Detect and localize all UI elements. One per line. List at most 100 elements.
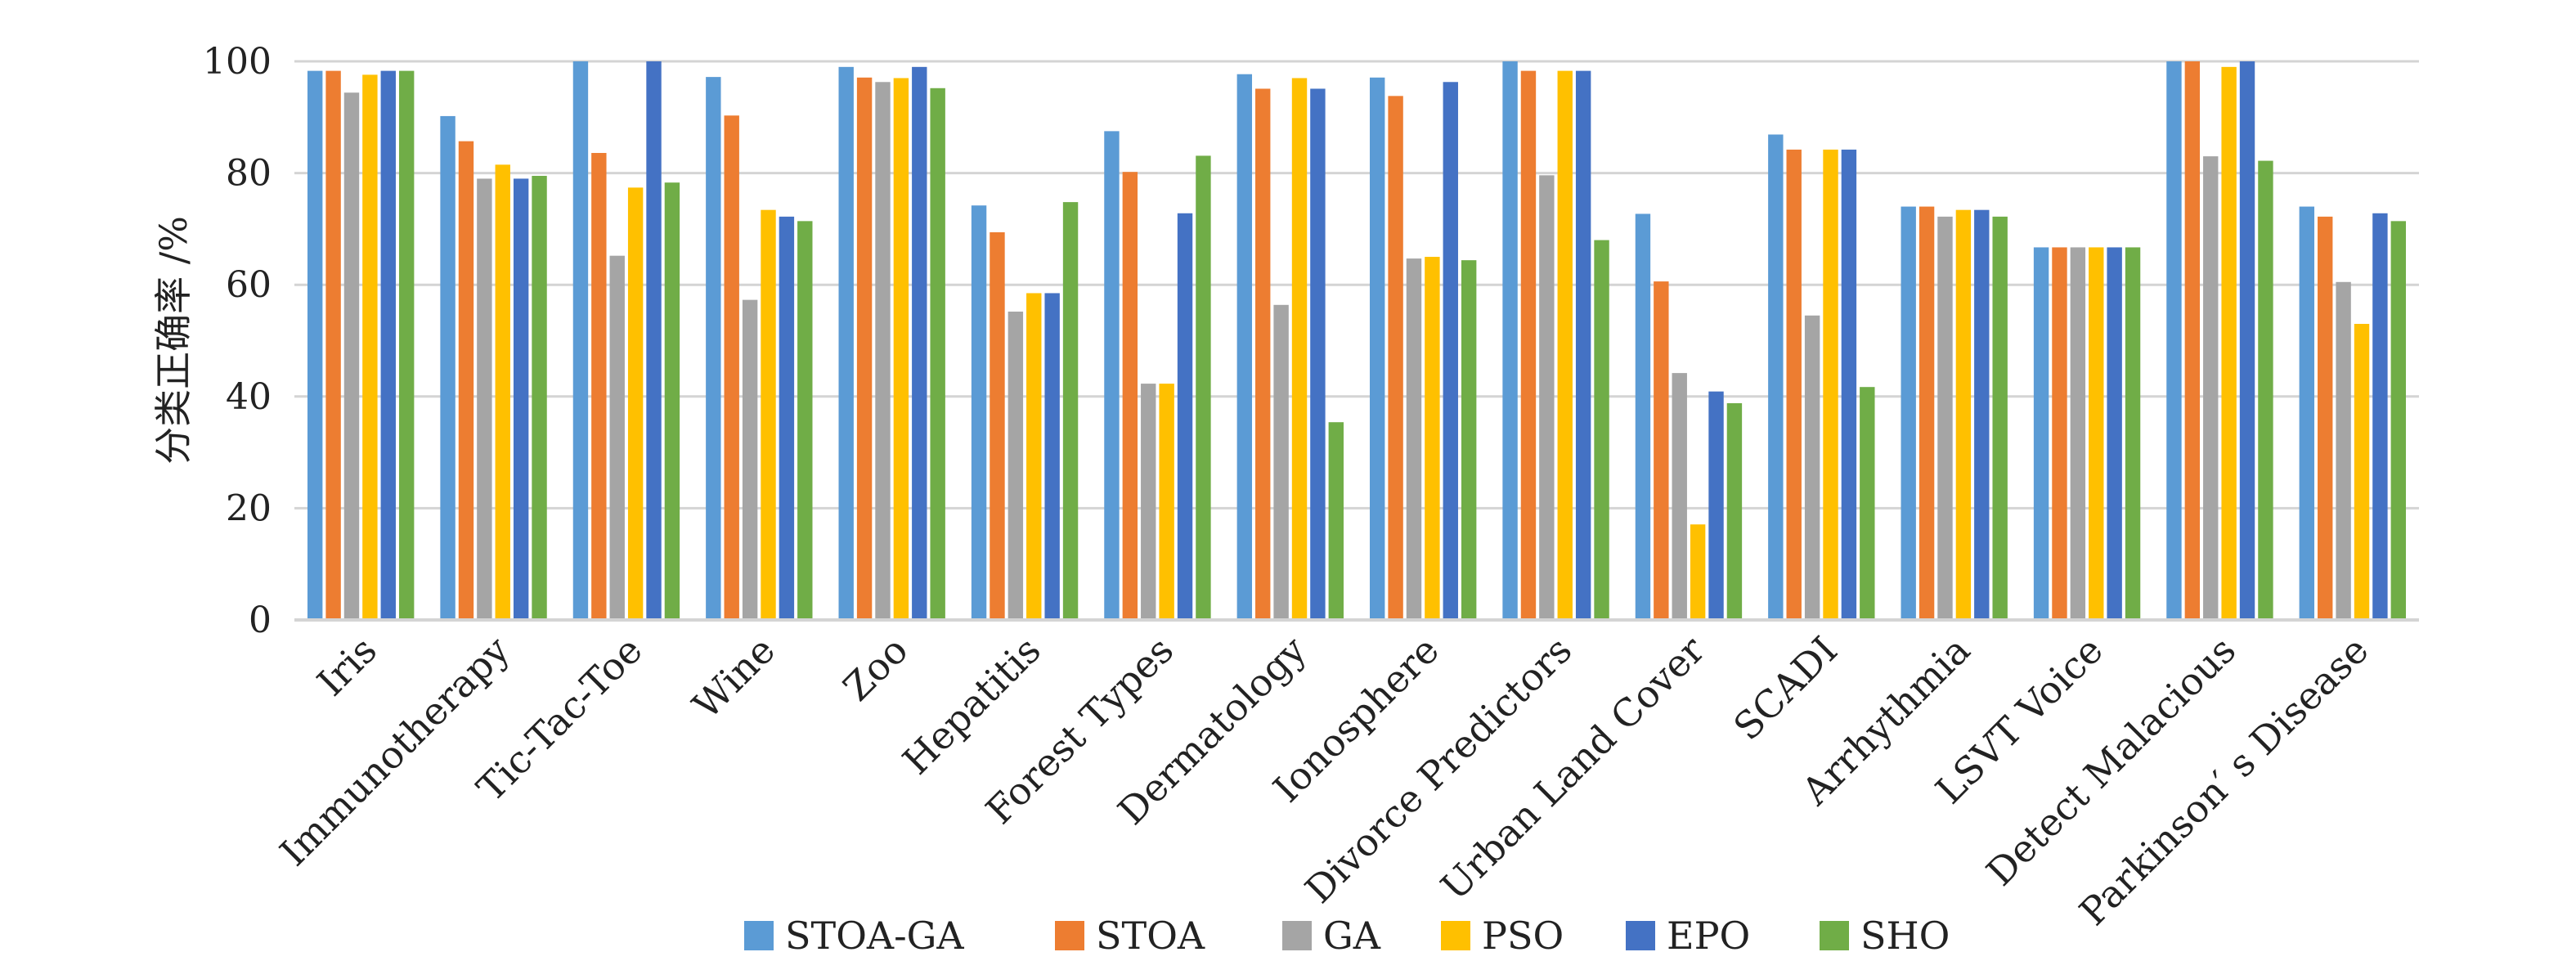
bar	[2299, 206, 2315, 620]
bar	[1502, 61, 1518, 620]
bar	[893, 78, 909, 621]
bar	[1708, 391, 1724, 620]
category-label: Zoo	[835, 628, 917, 710]
y-tick-label: 60	[226, 264, 272, 306]
bar	[1992, 216, 2008, 620]
bar	[742, 299, 758, 620]
bar	[912, 66, 927, 620]
bar	[2052, 247, 2067, 620]
bar	[2070, 247, 2086, 620]
bar	[2354, 324, 2370, 620]
bar	[1804, 315, 1820, 620]
bar	[1786, 149, 1802, 620]
legend-label: STOA	[1096, 914, 1205, 958]
bar	[1823, 149, 1838, 620]
bar	[1974, 209, 1990, 620]
bar	[930, 88, 945, 620]
bar	[1255, 88, 1271, 621]
bar	[1539, 175, 1555, 620]
legend-label: SHO	[1860, 914, 1950, 958]
y-tick-label: 80	[226, 153, 272, 195]
bar	[1690, 524, 1706, 620]
category-label: Immunotherapy	[272, 628, 518, 875]
y-tick-label: 40	[226, 376, 272, 418]
bar	[1955, 209, 1972, 620]
bar	[856, 77, 873, 620]
y-tick-label: 100	[203, 41, 272, 83]
legend-swatch	[744, 921, 774, 950]
bar	[343, 92, 360, 621]
bar	[627, 187, 644, 620]
bar	[1937, 216, 1953, 620]
bar	[761, 209, 776, 620]
bar	[779, 216, 795, 620]
bar	[797, 221, 813, 620]
bar	[325, 70, 341, 620]
bar	[398, 70, 415, 620]
bar	[2125, 247, 2141, 620]
bar	[2203, 156, 2219, 621]
category-label: Divorce Predictors	[1296, 628, 1580, 912]
legend-swatch	[1282, 921, 1312, 950]
legend-label: STOA-GA	[785, 914, 964, 958]
bar	[1901, 206, 1916, 620]
bars	[307, 61, 2406, 621]
bar	[1726, 402, 1743, 620]
bar	[646, 61, 662, 620]
bar	[2221, 66, 2237, 620]
bar	[1291, 78, 1308, 621]
bar	[1062, 202, 1079, 620]
bar	[990, 231, 1005, 620]
bar	[1461, 260, 1477, 620]
legend-label: EPO	[1667, 914, 1750, 958]
legend-swatch	[1055, 921, 1084, 950]
bar	[706, 77, 721, 620]
bar	[1635, 213, 1651, 620]
bar	[1919, 206, 1935, 620]
bar	[2372, 213, 2388, 620]
bar	[1122, 172, 1138, 620]
y-tick-label: 20	[226, 487, 272, 529]
legend-swatch	[1441, 921, 1470, 950]
bar	[2107, 247, 2122, 620]
bar	[1044, 293, 1060, 620]
bar	[1860, 387, 1875, 620]
bar	[1159, 384, 1174, 620]
bar	[1406, 258, 1422, 620]
bar	[1196, 155, 1211, 620]
bar	[609, 255, 625, 620]
bar	[2184, 61, 2201, 620]
bar	[2336, 281, 2351, 620]
legend-label: PSO	[1482, 914, 1564, 958]
bar	[458, 141, 474, 620]
bar	[1236, 74, 1253, 621]
bar	[1594, 240, 1609, 620]
bar	[971, 205, 987, 621]
bar	[2033, 247, 2049, 620]
bar	[495, 164, 510, 621]
y-axis-label: 分类正确率 /%	[151, 216, 195, 465]
category-label: Iris	[308, 628, 385, 705]
bar	[2390, 221, 2406, 620]
bar	[440, 115, 456, 620]
bar	[1026, 293, 1042, 620]
bar	[724, 115, 739, 621]
bar	[2089, 247, 2104, 620]
bar	[1388, 96, 1403, 620]
bar	[1520, 70, 1537, 620]
y-tick-label: 0	[249, 600, 272, 641]
bar	[838, 66, 854, 620]
bar	[664, 182, 680, 620]
bar	[2258, 160, 2273, 621]
bar	[1557, 70, 1573, 620]
legend-swatch	[1626, 921, 1655, 950]
bar	[1672, 373, 1687, 620]
bar	[380, 70, 396, 620]
category-label: Detect Malacious	[1977, 628, 2244, 895]
bar	[1008, 311, 1024, 620]
bar	[1310, 88, 1326, 621]
y-tick-labels: 0 20 40 60 80 100	[203, 41, 272, 641]
bar	[1768, 134, 1784, 620]
